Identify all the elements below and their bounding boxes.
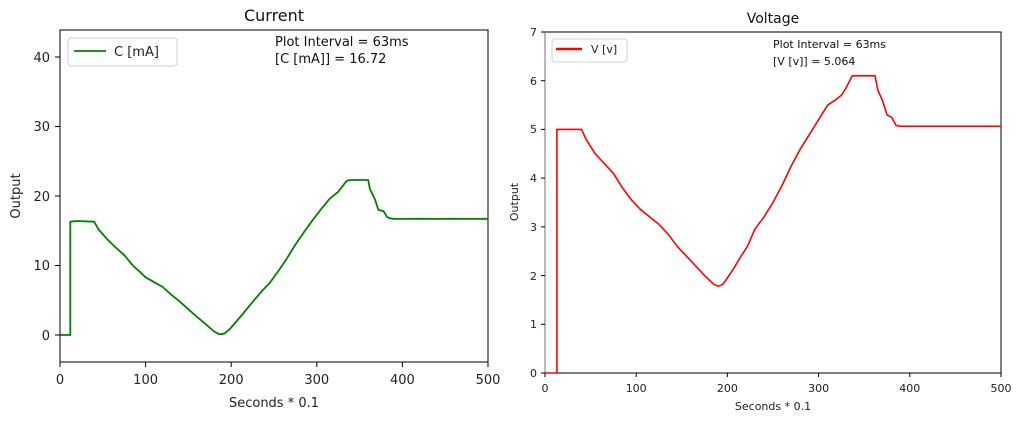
current-series-line <box>60 179 489 336</box>
voltage-ytick-label: 2 <box>530 270 537 283</box>
current-ytick-label: 20 <box>33 190 50 205</box>
current-y-axis-title: Output <box>9 173 24 218</box>
current-xtick-label: 300 <box>304 373 329 388</box>
current-plot-area <box>59 29 489 363</box>
voltage-chart: Voltage 0 1 2 3 4 5 6 7 <box>508 11 1012 413</box>
voltage-y-axis: 0 1 2 3 4 5 6 7 <box>530 26 545 380</box>
current-chart: Current 0 10 20 30 40 0 100 200 300 <box>9 6 500 411</box>
voltage-ytick-label: 7 <box>530 26 537 39</box>
current-x-axis-title: Seconds * 0.1 <box>229 396 319 411</box>
voltage-y-axis-title: Output <box>508 182 521 221</box>
current-xtick-label: 0 <box>56 373 64 388</box>
voltage-annotation-interval: Plot Interval = 63ms <box>773 38 886 51</box>
voltage-legend: V [v] <box>551 38 628 63</box>
voltage-ytick-label: 1 <box>530 318 537 331</box>
current-ytick-label: 10 <box>33 259 50 274</box>
voltage-ytick-label: 0 <box>530 367 537 380</box>
voltage-xtick-label: 0 <box>542 382 549 395</box>
voltage-series-line <box>545 75 1001 374</box>
current-annotation-value: [C [mA]] = 16.72 <box>275 52 386 67</box>
voltage-x-axis: 0 100 200 300 400 500 <box>542 373 1012 395</box>
current-x-axis: 0 100 200 300 400 500 <box>56 362 501 388</box>
voltage-ytick-label: 4 <box>530 172 537 185</box>
voltage-x-axis-title: Seconds * 0.1 <box>735 400 811 413</box>
voltage-xtick-label: 200 <box>717 382 738 395</box>
current-xtick-label: 100 <box>133 373 158 388</box>
voltage-ytick-label: 3 <box>530 221 537 234</box>
current-ytick-label: 30 <box>33 120 50 135</box>
current-legend-label: C [mA] <box>114 45 159 60</box>
voltage-ytick-label: 5 <box>530 123 537 136</box>
voltage-xtick-label: 400 <box>899 382 920 395</box>
current-xtick-label: 400 <box>390 373 415 388</box>
current-chart-title: Current <box>244 6 304 25</box>
current-ytick-label: 0 <box>42 329 50 344</box>
voltage-xtick-label: 500 <box>991 382 1012 395</box>
current-xtick-label: 200 <box>219 373 244 388</box>
current-ytick-label: 40 <box>33 51 50 66</box>
voltage-annotation-value: [V [v]] = 5.064 <box>773 55 855 68</box>
voltage-chart-title: Voltage <box>747 11 800 27</box>
voltage-legend-label: V [v] <box>591 43 617 56</box>
current-legend: C [mA] <box>67 37 178 67</box>
current-y-axis: 0 10 20 30 40 <box>33 51 60 344</box>
current-xtick-label: 500 <box>476 373 501 388</box>
current-annotation-interval: Plot Interval = 63ms <box>275 35 409 50</box>
voltage-ytick-label: 6 <box>530 75 537 88</box>
voltage-xtick-label: 300 <box>808 382 829 395</box>
voltage-xtick-label: 100 <box>626 382 647 395</box>
